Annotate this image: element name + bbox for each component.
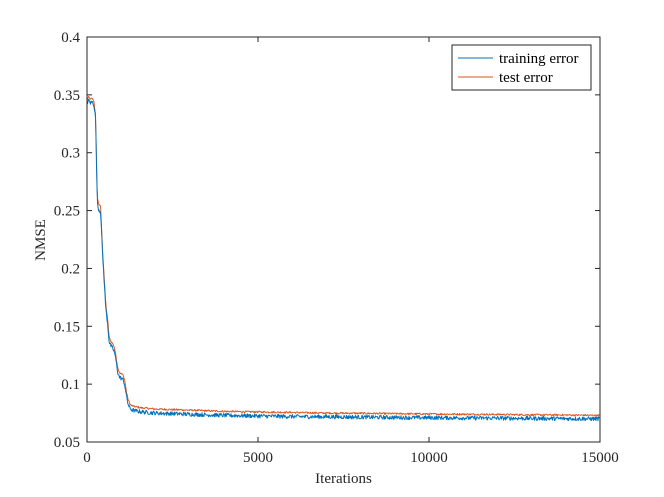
series-layer [86,96,601,422]
y-tick-label: 0.1 [61,377,80,393]
x-tick-label: 15000 [581,450,619,466]
tick-marks [86,36,601,443]
legend-label-test-error: test error [499,70,553,86]
y-tick-label: 0.35 [54,88,80,104]
x-tick-label: 10000 [410,450,448,466]
plot-area [87,37,600,442]
x-tick-labels: 0 5000 10000 15000 [83,450,619,466]
x-tick-label: 0 [83,450,91,466]
x-tick-label: 5000 [243,450,273,466]
y-axis-label: NMSE [33,219,49,261]
y-tick-label: 0.3 [61,146,80,162]
y-tick-label: 0.2 [61,261,80,277]
y-tick-labels: 0.05 0.1 0.15 0.2 0.25 0.3 0.35 0.4 [54,30,81,451]
series-line-test-error [87,96,601,417]
x-axis-label: Iterations [315,471,372,487]
y-tick-label: 0.4 [61,30,80,46]
axes-box [86,36,601,443]
y-tick-label: 0.15 [54,319,80,335]
y-tick-label: 0.25 [54,204,80,220]
legend: training error test error [451,44,592,91]
legend-label-training-error: training error [499,51,579,67]
series-line-training-error [86,98,601,422]
y-tick-label: 0.05 [54,435,80,451]
legend-box [451,44,592,91]
